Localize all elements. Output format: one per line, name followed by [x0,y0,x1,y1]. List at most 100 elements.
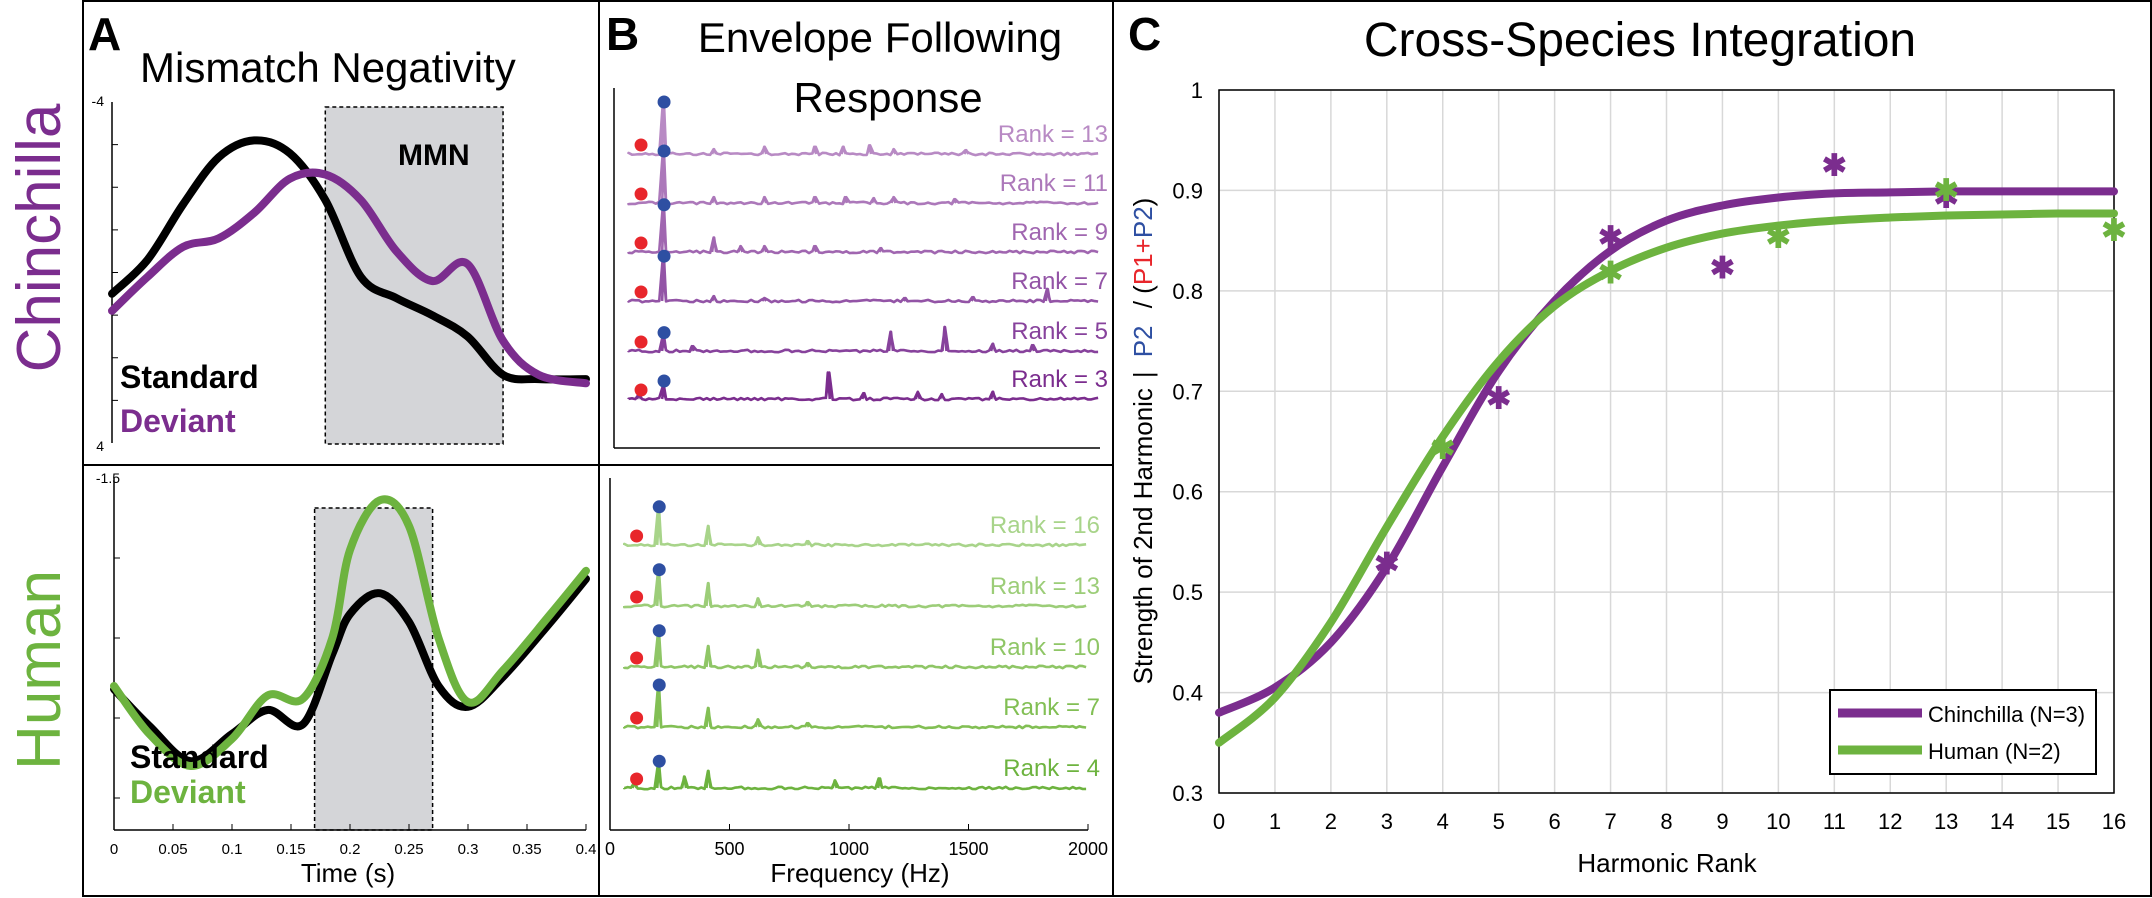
f2-marker-dot [657,249,671,263]
a2-xtick-label: 0.15 [276,841,305,858]
c-ylabel-plus: + [1128,238,1158,253]
rank-label: Rank = 13 [990,573,1100,600]
c-point-chinchilla: ✱ [1374,548,1399,581]
f2-marker-dot [657,198,671,212]
b2-xtick-label: 1500 [948,839,988,859]
f2-marker-dot [657,374,671,388]
c-xtick-label: 11 [1823,809,1846,834]
c-xtick-label: 10 [1766,809,1790,834]
rank-label: Rank = 16 [990,512,1100,539]
c-legend-box [1829,689,2097,775]
legend-deviant-label: Deviant [120,403,236,439]
rank-label: Rank = 13 [998,121,1108,148]
c-xtick-label: 12 [1878,809,1902,834]
b2-xtick-label: 1000 [829,839,869,859]
c-ytick-label: 0.7 [1172,379,1203,404]
c-legend-label-human: Human (N=2) [1928,739,2061,764]
c-xtick-label: 9 [1716,809,1728,834]
f2-marker-dot [657,95,671,109]
c-xtick-label: 8 [1660,809,1672,834]
plot-a-human: -1.5 0 0.05 0.1 0.15 0.2 0.25 0.3 0.35 0.4 Stand… [96,470,597,888]
rank-label: Rank = 7 [1003,694,1100,721]
b-x-axis-label: Frequency (Hz) [770,858,949,888]
c-xtick-label: 6 [1549,809,1561,834]
f1-marker-dot [630,711,644,725]
f1-marker-dot [630,772,644,786]
a2-xtick-label: 0.4 [576,841,597,858]
mmn-label: MMN [398,139,470,172]
f1-marker-dot [630,529,644,543]
c-point-chinchilla: ✱ [1822,149,1847,182]
c-point-human: ✱ [2101,215,2126,248]
legend-standard-label: Standard [120,359,259,395]
c-ylabel-p2b: P2 [1128,206,1158,238]
c-ylabel-close: ) [1128,198,1158,207]
a1-series-standard-line [108,136,590,384]
c-xtick-label: 5 [1493,809,1505,834]
c-ylabel-strength: Strength of 2nd Harmonic [1128,388,1158,684]
c-xtick-label: 1 [1269,809,1281,834]
f1-marker-dot [630,651,644,665]
c-point-human: ✱ [1598,257,1623,290]
c-ylabel-bar: | [1128,371,1158,378]
a1-ytick-label: 4 [96,438,104,454]
c-xtick-label: 16 [2102,809,2126,834]
c-point-human: ✱ [1430,433,1455,466]
c-ytick-label: 0.4 [1172,681,1203,706]
c-fit-human-line [1215,209,2118,747]
panel-a-letter: A [88,8,121,60]
rank-label: Rank = 7 [1011,268,1108,295]
row-label-human: Human [5,570,74,770]
c-xtick-label: 13 [1934,809,1958,834]
f1-marker-dot [634,285,648,299]
panel-b-letter: B [606,8,639,60]
panel-b-title-line1: Envelope Following [698,14,1062,61]
plot-a-chinchilla: MMN -4 4 Standard Deviant [92,93,590,454]
rank-label: Rank = 5 [1011,318,1108,345]
c-ylabel-p2: P2 [1128,325,1158,357]
legend-standard-label-human: Standard [130,739,269,775]
c-ytick-label: 0.5 [1172,580,1203,605]
c-ytick-label: 0.3 [1172,781,1203,806]
c-point-chinchilla: ✱ [1934,181,1959,214]
a2-ytick-label: -1.5 [96,470,120,486]
f2-marker-dot [652,678,666,692]
panel-b-title-line2: Response [793,74,982,121]
c-ytick-label: 0.9 [1172,178,1203,203]
c-xtick-label: 3 [1381,809,1393,834]
panel-c-letter: C [1128,8,1161,60]
b2-xtick-label: 0 [605,839,615,859]
f2-marker-dot [657,326,671,340]
f2-marker-dot [652,500,666,514]
plot-b-human: Rank = 16 Rank = 13 Rank = 10 Rank = 7 Rank … [605,478,1108,888]
c-x-axis-label: Harmonic Rank [1577,848,1757,878]
c-xtick-label: 15 [2046,809,2070,834]
c-xtick-label: 7 [1604,809,1616,834]
c-xtick-label: 4 [1437,809,1449,834]
c-legend: Chinchilla (N=3) Human (N=2) [1829,689,2097,775]
a1-ytick-label: -4 [92,93,105,109]
c-y-axis-label: Strength of 2nd Harmonic|P2 / (P1+P2) [1128,198,1158,685]
f2-marker-dot [652,624,666,638]
c-xtick-label: 14 [1990,809,2014,834]
a2-xtick-label: 0.2 [340,841,361,858]
rank-label: Rank = 3 [1011,366,1108,393]
f1-marker-dot [634,187,648,201]
a1-series-deviant-line [108,168,590,388]
f2-marker-dot [657,144,671,158]
panel-c-title: Cross-Species Integration [1364,14,1916,67]
rank-label: Rank = 4 [1003,755,1100,782]
f2-marker-dot [652,754,666,768]
c-point-chinchilla: ✱ [1486,382,1511,415]
c-xtick-label: 2 [1325,809,1337,834]
c-ytick-label: 0.6 [1172,480,1203,505]
c-point-human: ✱ [1934,174,1959,207]
b2-xtick-label: 2000 [1068,839,1108,859]
a2-xtick-label: 0.3 [458,841,479,858]
c-xtick-label: 0 [1213,809,1225,834]
c-point-chinchilla: ✱ [1598,222,1623,255]
c-plot-frame [1218,89,2115,794]
a2-series-deviant-line [110,495,590,770]
a2-xtick-label: 0 [110,841,118,858]
